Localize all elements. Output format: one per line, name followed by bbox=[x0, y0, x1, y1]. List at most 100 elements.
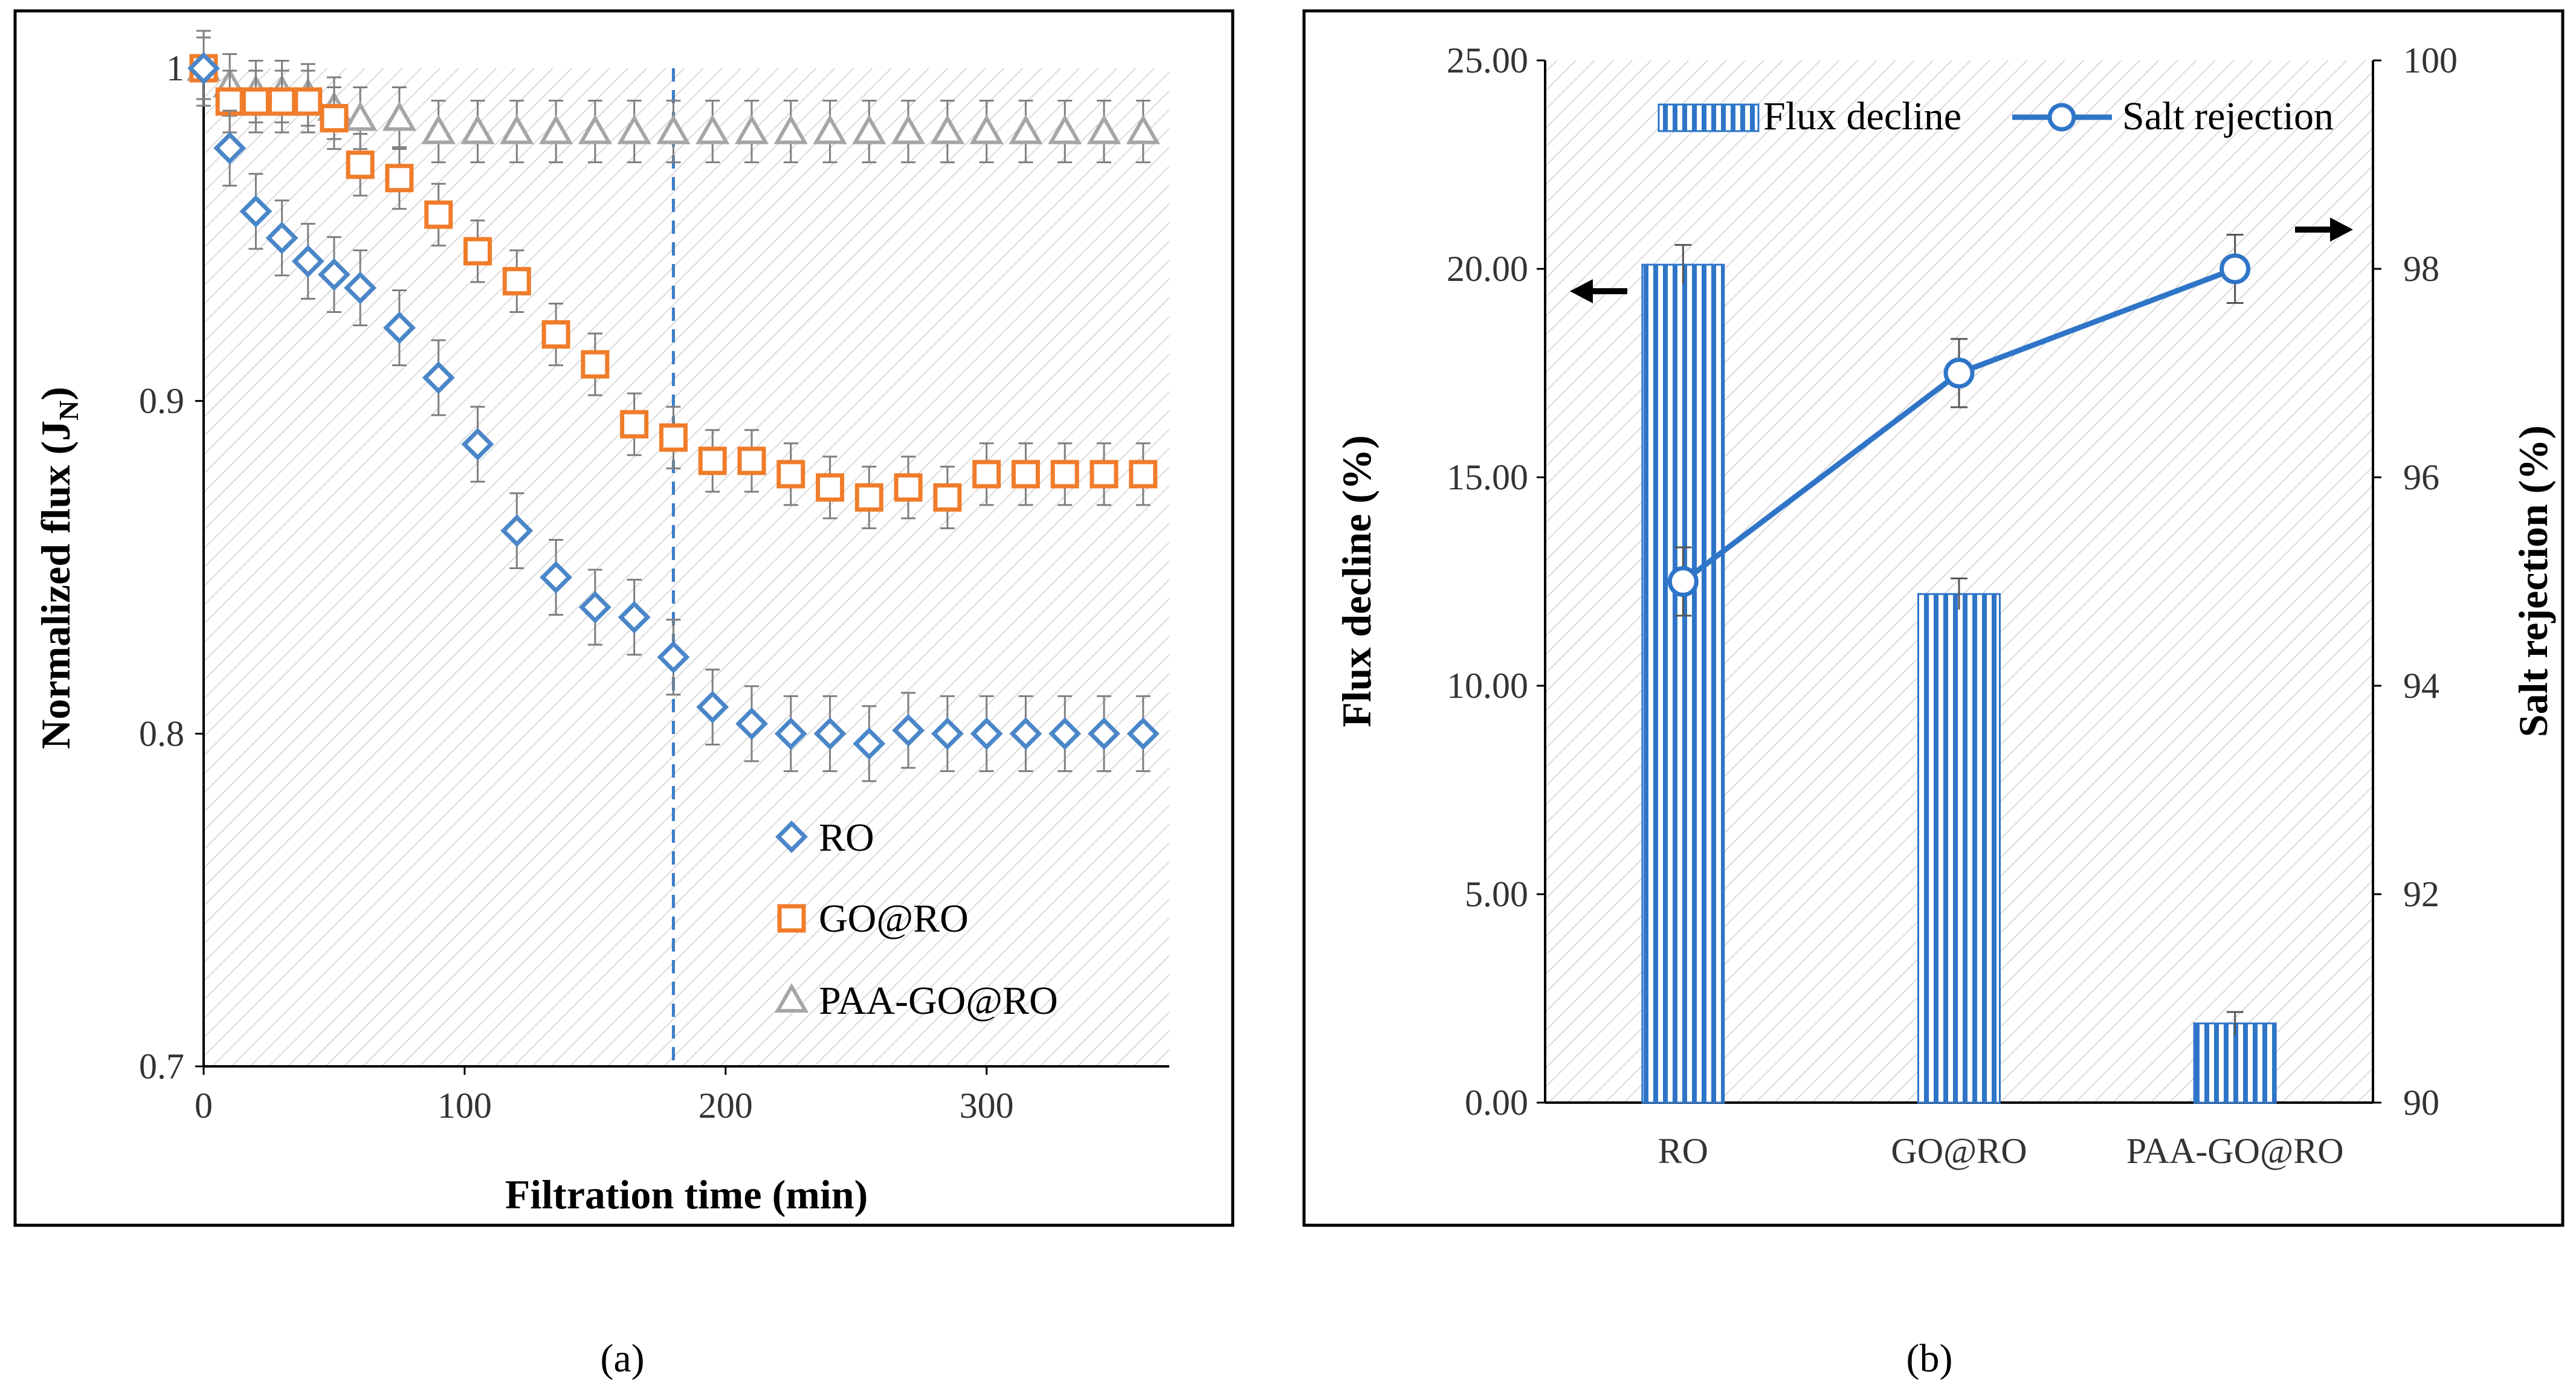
salt-rejection-point bbox=[1667, 566, 1699, 597]
data-point-go-ro bbox=[346, 150, 375, 179]
data-point-go-ro bbox=[385, 164, 414, 193]
chart-a-y-tick-label: 0.7 bbox=[139, 1046, 184, 1086]
left-axis-arrow-icon bbox=[1570, 279, 1627, 303]
chart-a-x-tick-label: 0 bbox=[195, 1086, 213, 1126]
chart-b-right-tick-label: 92 bbox=[2403, 874, 2439, 914]
data-point-go-ro bbox=[1129, 460, 1158, 489]
data-point-ro bbox=[500, 514, 534, 547]
data-point-go-ro bbox=[659, 423, 688, 452]
legend-label-ro: RO bbox=[819, 816, 874, 860]
data-point-ro bbox=[813, 717, 847, 750]
data-point-go-ro bbox=[294, 87, 323, 116]
legend-circle-marker-icon bbox=[2047, 103, 2076, 132]
data-point-go-ro bbox=[463, 237, 492, 266]
data-point-go-ro bbox=[320, 104, 349, 133]
data-point-go-ro bbox=[1089, 460, 1119, 489]
chart-a-x-tick-label: 100 bbox=[437, 1086, 492, 1126]
data-point-paa-go-ro bbox=[930, 114, 965, 144]
data-point-go-ro bbox=[541, 320, 570, 349]
data-point-paa-go-ro bbox=[578, 114, 613, 144]
data-point-ro bbox=[970, 717, 1003, 750]
data-point-ro bbox=[696, 691, 729, 724]
data-point-paa-go-ro bbox=[1126, 114, 1160, 144]
chart-b-left-tick-label: 10.00 bbox=[1447, 666, 1528, 706]
data-point-ro bbox=[383, 311, 416, 344]
chart-a-x-tick-label: 300 bbox=[960, 1086, 1014, 1126]
data-point-go-ro bbox=[1050, 460, 1079, 489]
chart-a-x-tick-label: 200 bbox=[699, 1086, 753, 1126]
legend-label-salt-rejection: Salt rejection bbox=[2122, 94, 2334, 138]
legend-marker-paa-go-ro-icon bbox=[774, 982, 809, 1013]
data-point-paa-go-ro bbox=[617, 114, 651, 144]
data-point-ro bbox=[578, 591, 612, 624]
data-point-go-ro bbox=[581, 350, 610, 379]
chart-b-right-tick-label: 94 bbox=[2403, 666, 2439, 706]
data-point-ro bbox=[344, 271, 377, 305]
data-point-go-ro bbox=[268, 87, 297, 116]
data-point-paa-go-ro bbox=[734, 114, 769, 144]
legend-label-paa-go-ro: PAA-GO@RO bbox=[819, 979, 1058, 1023]
data-point-ro bbox=[892, 714, 925, 747]
data-point-go-ro bbox=[215, 87, 244, 116]
legend-label-flux-decline: Flux decline bbox=[1763, 94, 1961, 138]
data-point-go-ro bbox=[620, 410, 649, 439]
chart-a-y-axis-title: Normalized flux (JN) bbox=[33, 387, 84, 749]
data-point-paa-go-ro bbox=[382, 101, 417, 131]
chart-b-right-tick-label: 98 bbox=[2403, 249, 2439, 289]
data-point-ro bbox=[1009, 717, 1042, 750]
data-point-go-ro bbox=[241, 87, 270, 116]
data-point-ro bbox=[291, 245, 324, 278]
chart-a-y-tick-label: 0.9 bbox=[139, 381, 184, 421]
data-point-go-ro bbox=[1011, 460, 1040, 489]
chart-b-left-tick-label: 15.00 bbox=[1447, 457, 1528, 497]
chart-b-right-tick-label: 100 bbox=[2403, 40, 2458, 80]
data-point-paa-go-ro bbox=[460, 114, 495, 144]
chart-b-category-label: PAA-GO@RO bbox=[2126, 1131, 2344, 1171]
chart-b-left-tick-label: 5.00 bbox=[1465, 874, 1528, 914]
chart-b-left-tick-label: 25.00 bbox=[1447, 40, 1528, 80]
bar-flux-decline bbox=[1641, 263, 1725, 1104]
data-point-go-ro bbox=[424, 200, 453, 229]
chart-b-left-tick-label: 20.00 bbox=[1447, 249, 1528, 289]
bar-flux-decline bbox=[2193, 1022, 2277, 1104]
salt-rejection-point bbox=[1943, 358, 1975, 388]
data-point-ro bbox=[422, 361, 455, 395]
data-point-ro bbox=[540, 561, 573, 594]
data-point-ro bbox=[1088, 717, 1120, 750]
legend-bar-swatch-icon bbox=[1658, 103, 1760, 132]
chart-b-category-label: RO bbox=[1658, 1131, 1708, 1171]
data-point-paa-go-ro bbox=[813, 114, 847, 144]
salt-rejection-point bbox=[2219, 253, 2251, 285]
data-point-go-ro bbox=[972, 460, 1001, 489]
series-go-ro bbox=[189, 36, 1158, 529]
data-point-ro bbox=[931, 717, 964, 750]
data-point-go-ro bbox=[933, 483, 962, 512]
data-point-ro bbox=[618, 601, 651, 634]
chart-a-y-tick-label: 1 bbox=[166, 48, 184, 88]
data-point-ro bbox=[461, 428, 494, 461]
data-point-ro bbox=[735, 707, 768, 740]
data-point-paa-go-ro bbox=[1086, 114, 1122, 144]
data-point-ro bbox=[1048, 717, 1082, 750]
chart-b-category-label: GO@RO bbox=[1891, 1131, 2027, 1171]
data-point-paa-go-ro bbox=[852, 114, 886, 144]
data-point-paa-go-ro bbox=[773, 114, 808, 144]
data-point-paa-go-ro bbox=[891, 114, 926, 144]
data-point-ro bbox=[774, 717, 807, 750]
chart-a-y-axis-title-subscript: N bbox=[53, 401, 84, 421]
legend-marker-ro-icon bbox=[775, 820, 808, 853]
chart-b-right-tick-label: 96 bbox=[2403, 457, 2439, 497]
data-point-go-ro bbox=[502, 266, 531, 295]
data-point-paa-go-ro bbox=[656, 114, 691, 144]
data-point-paa-go-ro bbox=[696, 114, 730, 144]
data-point-paa-go-ro bbox=[538, 114, 573, 144]
data-point-paa-go-ro bbox=[421, 114, 456, 144]
data-point-ro bbox=[239, 195, 273, 228]
data-point-ro bbox=[1126, 717, 1160, 750]
data-point-ro bbox=[657, 640, 690, 674]
right-axis-arrow-icon bbox=[2295, 218, 2353, 242]
legend-label-go-ro: GO@RO bbox=[819, 897, 969, 941]
data-point-paa-go-ro bbox=[1009, 114, 1043, 144]
data-point-paa-go-ro bbox=[500, 114, 534, 144]
